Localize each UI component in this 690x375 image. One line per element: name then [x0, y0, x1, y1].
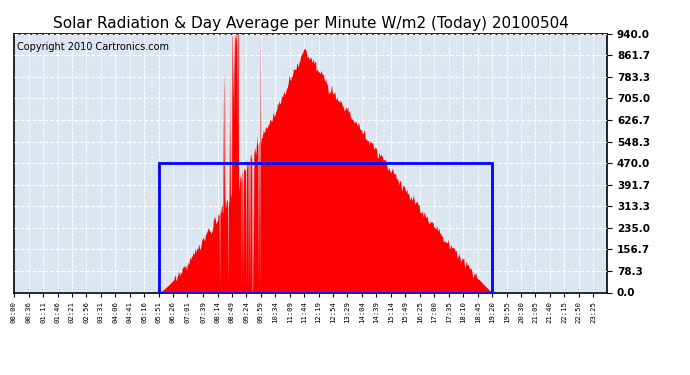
Bar — [159, 163, 492, 292]
Text: Copyright 2010 Cartronics.com: Copyright 2010 Cartronics.com — [17, 42, 169, 51]
Title: Solar Radiation & Day Average per Minute W/m2 (Today) 20100504: Solar Radiation & Day Average per Minute… — [52, 16, 569, 31]
